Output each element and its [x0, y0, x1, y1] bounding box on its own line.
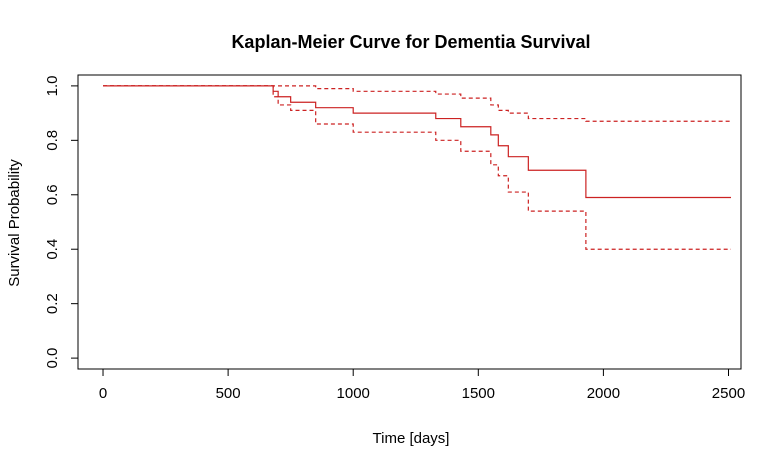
y-tick-label: 1.0: [44, 75, 61, 96]
y-axis-label: Survival Probability: [6, 159, 23, 287]
x-tick-label: 0: [99, 385, 107, 402]
x-tick-label: 2000: [587, 385, 620, 402]
y-tick-label: 0.0: [44, 348, 61, 369]
km-estimate-line: [103, 85, 731, 199]
km-upper-line: [103, 85, 731, 122]
y-tick-label: 0.2: [44, 293, 61, 314]
y-tick-label: 0.8: [44, 130, 61, 151]
plot-frame: [77, 74, 742, 370]
x-tick-label: 500: [216, 385, 241, 402]
y-tick-label: 0.4: [44, 239, 61, 260]
y-tick-label: 0.6: [44, 184, 61, 205]
km-lower-line: [103, 85, 731, 250]
x-axis: 0 500 1000 1500 2000 2500: [99, 369, 745, 402]
x-tick-label: 2500: [712, 385, 745, 402]
x-tick-label: 1500: [462, 385, 495, 402]
chart-title: Kaplan-Meier Curve for Dementia Survival: [231, 32, 590, 52]
x-tick-label: 1000: [337, 385, 370, 402]
x-axis-label: Time [days]: [373, 430, 450, 447]
curves: [103, 85, 731, 250]
y-axis: 0.0 0.2 0.4 0.6 0.8 1.0: [44, 75, 78, 369]
